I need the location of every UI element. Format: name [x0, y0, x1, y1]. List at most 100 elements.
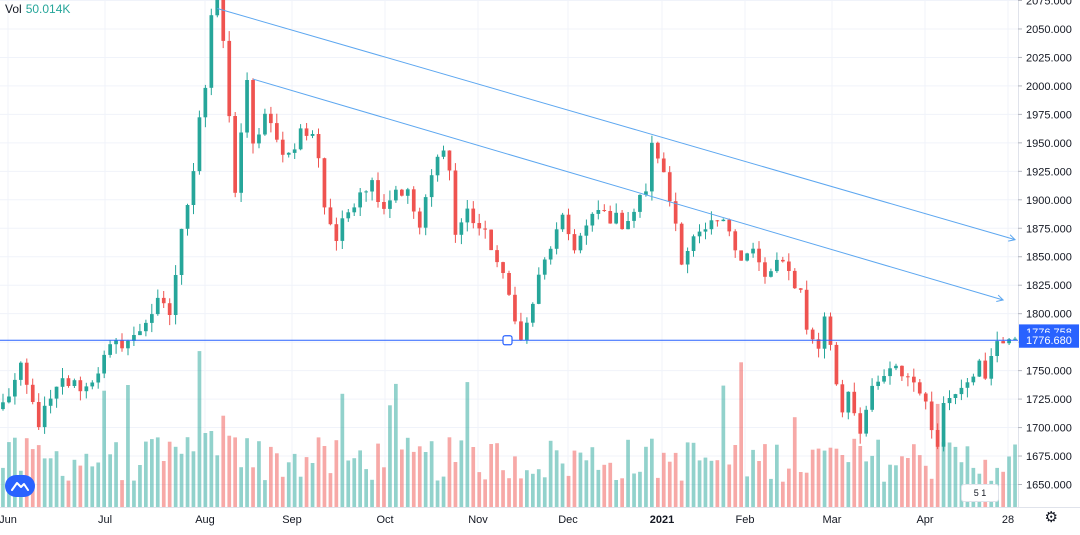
candle [787, 253, 791, 281]
candle-body [292, 149, 297, 153]
candle-body [775, 259, 779, 272]
volume-bar [400, 449, 404, 507]
volume-legend-label: Vol [5, 2, 22, 16]
volume-bar [310, 463, 315, 507]
price-badge-lower-text: 1776.680 [1026, 335, 1072, 347]
candle-body [757, 248, 761, 263]
candle [84, 382, 89, 399]
trend-line[interactable] [252, 78, 1004, 301]
volume-bar [810, 449, 815, 507]
candle [656, 141, 660, 164]
volume-bar [602, 464, 607, 507]
candle [54, 386, 59, 408]
candle-body [709, 220, 714, 230]
candle-body [459, 222, 464, 235]
volume-legend-value: 50.014K [25, 2, 71, 16]
volume-bar [269, 446, 273, 507]
volume-bar [751, 449, 755, 507]
candle-body [483, 228, 487, 230]
gear-icon[interactable]: ⚙ [1044, 509, 1058, 526]
price-tick-label: 1725.000 [1026, 394, 1072, 406]
volume-bar [292, 453, 297, 507]
candle [269, 106, 273, 133]
candle-body [227, 40, 232, 117]
volume-bar [685, 442, 690, 507]
candle-body [846, 391, 851, 413]
candle-body [298, 128, 303, 150]
candle [60, 368, 65, 395]
volume-bar [138, 465, 142, 507]
candle-body [150, 314, 154, 323]
price-axis[interactable]: 1650.000 1675.000 1700.000 1725.000 1750.000… [1018, 0, 1080, 530]
trend-line[interactable] [217, 7, 1016, 241]
candle [977, 358, 982, 377]
candle-body [316, 134, 321, 159]
volume-bar [417, 446, 422, 507]
volume-bar [644, 446, 648, 507]
volume-bar [769, 478, 773, 507]
candle [173, 265, 178, 325]
candle-body [489, 229, 493, 251]
candle-body [1, 402, 5, 410]
candle-body [929, 401, 934, 431]
candle-body [36, 402, 41, 428]
line-handle[interactable] [502, 335, 513, 346]
candle [346, 209, 351, 222]
candle [900, 365, 904, 381]
candle-body [560, 214, 565, 230]
candle [263, 108, 267, 136]
candle [995, 331, 999, 363]
event-flag[interactable]: 5 1 [961, 484, 999, 502]
candle-body [721, 219, 726, 222]
volume-bar [691, 442, 696, 507]
candle-body [388, 200, 392, 209]
candle [661, 152, 666, 173]
volume-bar [96, 462, 101, 507]
candle-body [745, 253, 749, 261]
candle [370, 177, 374, 201]
candle-body [322, 158, 327, 208]
candle [275, 113, 279, 143]
candle-body [120, 340, 124, 349]
candle-body [215, 0, 220, 16]
candle-body [495, 250, 499, 263]
volume-bar [352, 458, 357, 507]
candle-body [54, 386, 59, 399]
volume-bar [846, 462, 851, 507]
price-axis-background [1018, 0, 1080, 507]
candle-body [1013, 338, 1017, 340]
candle-body [411, 189, 416, 212]
time-axis[interactable]: Jun Jul Aug Sep Oct Nov Dec 2021 Feb Mar Apr 28 [0, 507, 1080, 530]
candle [167, 298, 172, 326]
candle-body [251, 80, 255, 144]
candle [632, 208, 636, 228]
candle-body [638, 194, 642, 212]
candle [245, 72, 249, 138]
candle-body [536, 274, 541, 304]
candle [435, 154, 440, 182]
volume-bar [822, 450, 827, 507]
candle [477, 213, 482, 236]
volume-bar [894, 465, 898, 507]
volume-bar [560, 463, 565, 507]
candle [870, 378, 874, 412]
candle-body [400, 189, 404, 196]
candle [513, 286, 517, 325]
volume-bar [661, 452, 666, 507]
candle-body [334, 224, 339, 241]
candle-body [917, 382, 922, 394]
candle [429, 169, 434, 207]
candle [971, 373, 976, 386]
candle [322, 157, 327, 215]
drawings[interactable] [0, 7, 1018, 346]
candle [584, 219, 589, 245]
volume-bar [90, 466, 95, 507]
tradingview-logo-icon[interactable] [5, 475, 35, 497]
candle-body [650, 142, 654, 192]
candle [781, 256, 785, 263]
volume-bar [792, 417, 797, 507]
candle-body [132, 335, 136, 341]
candle-body [697, 231, 702, 237]
